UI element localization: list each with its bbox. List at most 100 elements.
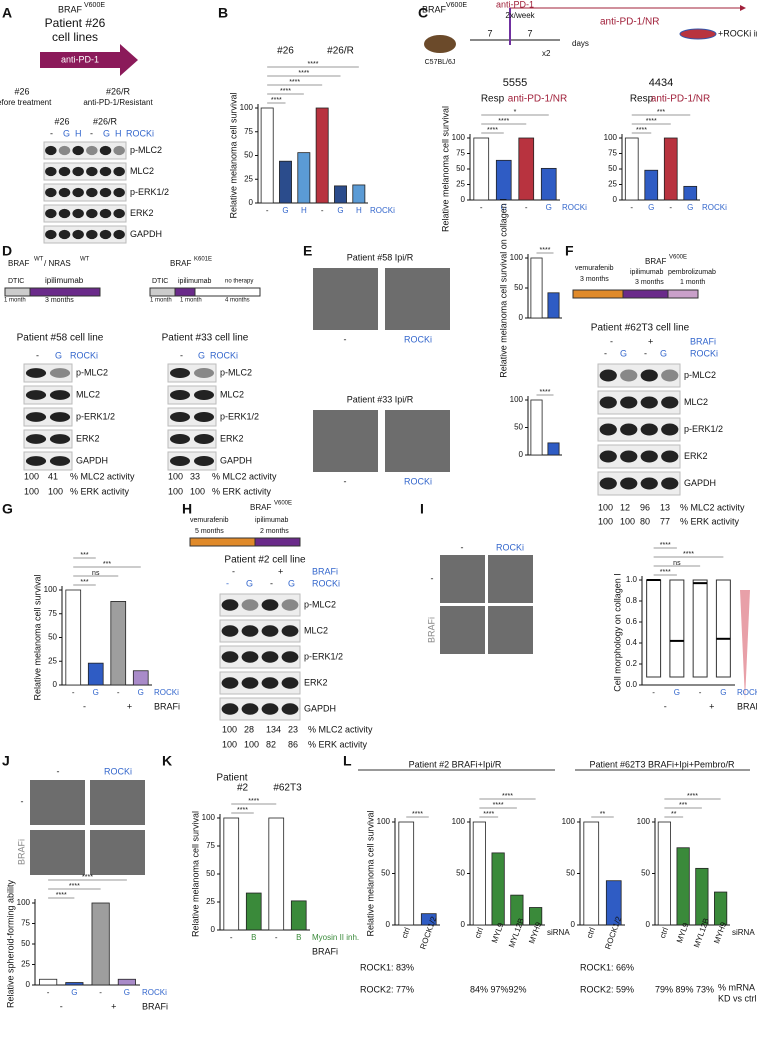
label: 100 — [168, 471, 183, 481]
label: 100 — [24, 486, 39, 496]
blot-band — [194, 434, 214, 444]
significance: **** — [540, 247, 551, 254]
blot-band — [58, 208, 71, 219]
label: vemurafenib — [190, 517, 229, 524]
y-axis-label: Relative melanoma cell survival — [440, 106, 450, 232]
label: BRAF — [422, 4, 447, 14]
label: 4 months — [225, 298, 250, 304]
y-tick-label: 0 — [519, 313, 524, 322]
label: 80 — [640, 516, 650, 526]
y-tick-label: 100 — [44, 585, 58, 594]
group-name: BRAFi — [142, 1001, 168, 1011]
panel-letter: F — [565, 243, 574, 259]
blot-strip — [597, 390, 681, 415]
blot-band — [261, 703, 279, 715]
y-tick-label: 25 — [48, 656, 57, 665]
panel-letter: E — [303, 243, 312, 259]
y-tick-label: 0 — [461, 195, 466, 204]
group-label: anti-PD-1/NR — [508, 94, 567, 105]
label: anti-PD-1/Resistant — [83, 98, 153, 107]
group-label: + — [127, 701, 132, 711]
blot-band — [25, 456, 47, 466]
x-tick-label: - — [47, 988, 50, 997]
bar — [39, 978, 58, 986]
group-label: #26/R — [327, 46, 354, 57]
blot-label: p-ERK1/2 — [76, 411, 115, 421]
bar — [540, 167, 557, 201]
panel-letter: I — [420, 501, 424, 517]
label: - — [21, 796, 24, 806]
x-axis-label: ROCKi — [142, 988, 167, 997]
blot-band — [194, 390, 214, 400]
label: 41 — [48, 471, 58, 481]
blot-band — [620, 369, 638, 382]
label: 12 — [620, 502, 630, 512]
label: BRAFi — [426, 617, 436, 643]
x-tick-label: H — [356, 206, 362, 215]
significance: **** — [502, 793, 513, 800]
x-tick-label: G — [546, 203, 552, 212]
blot-band — [281, 703, 299, 715]
y-tick-label: 25 — [206, 897, 215, 906]
label: - — [50, 128, 53, 138]
micrograph — [488, 606, 533, 654]
label: / NRAS — [44, 259, 71, 268]
label: % MLC2 activity — [212, 471, 277, 481]
blot-label: ERK2 — [684, 451, 708, 461]
micrograph — [385, 410, 450, 472]
significance: **** — [660, 542, 671, 549]
label: + — [648, 336, 653, 346]
label: 2 months — [260, 528, 289, 535]
blot-band — [620, 423, 638, 436]
significance: *** — [80, 579, 88, 586]
label: 5 months — [195, 528, 224, 535]
label: % MLC2 activity — [70, 471, 135, 481]
x-tick-label: G — [282, 206, 288, 215]
therapy-bar — [622, 289, 669, 299]
label: + — [278, 566, 283, 576]
blot-label: GAPDH — [304, 703, 336, 713]
bar — [279, 160, 292, 204]
bar — [657, 821, 671, 926]
micrograph — [90, 780, 145, 825]
significance: *** — [657, 109, 665, 116]
label: ROCK2: 59% — [580, 984, 634, 994]
label: G — [63, 128, 70, 138]
label: BRAFi — [16, 839, 26, 865]
blot-band — [221, 703, 239, 715]
blot-label: ERK2 — [220, 433, 244, 443]
bar — [352, 184, 366, 204]
label: V600E — [446, 2, 467, 9]
blot-band — [640, 450, 658, 463]
x-tick-label: - — [72, 688, 75, 697]
bar — [132, 670, 149, 686]
bar — [530, 257, 543, 319]
y-tick-label: 100 — [510, 395, 524, 404]
label: 100 — [168, 486, 183, 496]
label: 7 — [527, 28, 532, 38]
y-tick-label: 0 — [646, 920, 651, 929]
blot-band — [221, 651, 239, 663]
label: H — [115, 128, 122, 138]
blot-band — [620, 450, 638, 463]
blot-band — [86, 145, 98, 156]
bar — [676, 847, 690, 926]
label: G — [660, 348, 667, 358]
x-tick-label: ctrl — [400, 926, 412, 939]
blot-band — [241, 599, 259, 611]
blot-strip — [219, 593, 301, 617]
x-tick-label: G — [138, 688, 144, 697]
y-tick-label: 50 — [244, 151, 253, 160]
bar — [223, 817, 240, 931]
therapy-bar — [667, 289, 699, 299]
bar — [644, 169, 659, 201]
blot-band — [281, 599, 299, 611]
blot-strip — [219, 697, 301, 721]
blot-band — [58, 166, 71, 177]
y-tick-label: 0.2 — [626, 659, 638, 668]
label: ROCKi — [690, 348, 718, 358]
y-tick-label: 0.0 — [626, 680, 638, 689]
blot-band — [640, 423, 658, 436]
therapy-bar — [174, 287, 196, 297]
